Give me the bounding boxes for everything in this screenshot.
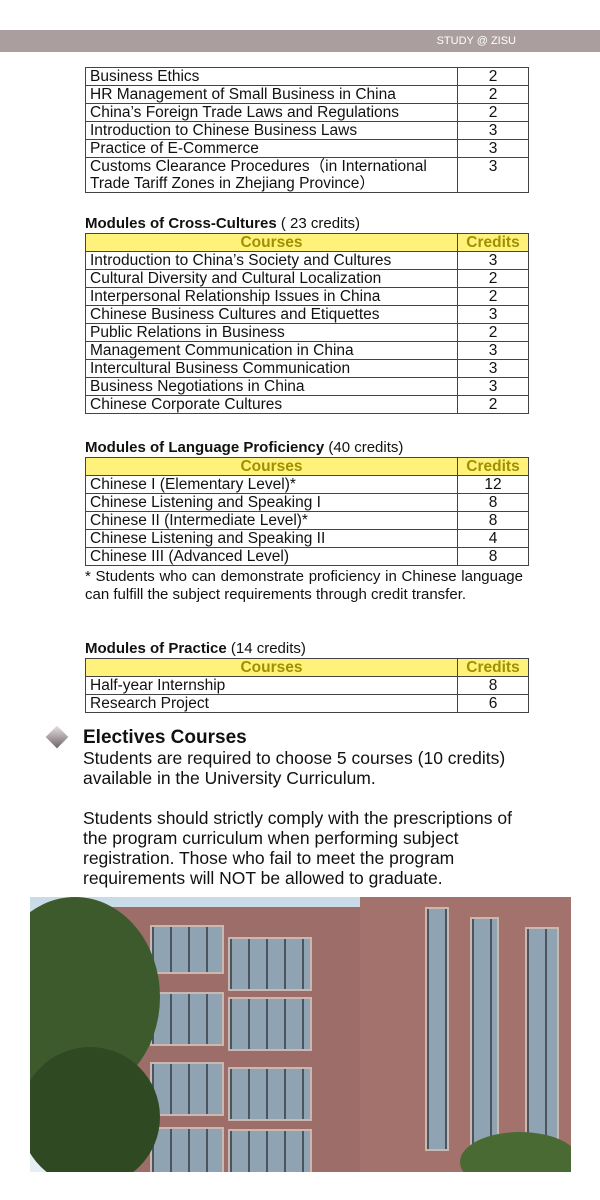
course-credits: 3 <box>457 305 529 324</box>
table-row: Intercultural Business Communication 3 <box>85 359 529 378</box>
header-label: STUDY @ ZISU <box>436 35 516 47</box>
course-name: Chinese Corporate Cultures <box>85 395 458 414</box>
course-name: Introduction to China’s Society and Cult… <box>85 251 458 270</box>
course-name: Chinese Listening and Speaking II <box>85 529 458 548</box>
table-row: HR Management of Small Business in China… <box>85 85 529 104</box>
business-courses-table: Business Ethics 2 HR Management of Small B… <box>85 67 529 193</box>
course-credits: 6 <box>457 694 529 713</box>
table-row: Chinese II (Intermediate Level)* 8 <box>85 511 529 530</box>
section-title: Modules of Cross-Cultures <box>85 215 277 232</box>
diamond-bullet-icon <box>45 725 69 749</box>
course-credits: 2 <box>457 85 529 104</box>
table-row: Interpersonal Relationship Issues in Chi… <box>85 287 529 306</box>
table-row: Business Negotiations in China 3 <box>85 377 529 396</box>
section-title: Modules of Practice <box>85 640 227 657</box>
language-title: Modules of Language Proficiency (40 cred… <box>85 439 403 456</box>
course-credits: 8 <box>457 547 529 566</box>
col-courses: Courses <box>85 233 458 252</box>
table-row: Cultural Diversity and Cultural Localiza… <box>85 269 529 288</box>
course-name: Chinese I (Elementary Level)* <box>85 475 458 494</box>
course-credits: 2 <box>457 323 529 342</box>
course-credits: 4 <box>457 529 529 548</box>
practice-title: Modules of Practice (14 credits) <box>85 640 306 657</box>
col-credits: Credits <box>457 233 529 252</box>
table-row: Research Project 6 <box>85 694 529 713</box>
course-name: Introduction to Chinese Business Laws <box>85 121 458 140</box>
course-credits: 2 <box>457 269 529 288</box>
col-courses: Courses <box>85 658 458 677</box>
course-name: Business Ethics <box>85 67 458 86</box>
table-row: Chinese Business Cultures and Etiquettes… <box>85 305 529 324</box>
course-credits: 2 <box>457 395 529 414</box>
cross-cultures-table: Courses Credits Introduction to China’s So… <box>85 233 529 414</box>
course-credits: 8 <box>457 493 529 512</box>
course-credits: 3 <box>457 341 529 360</box>
table-row: Practice of E-Commerce 3 <box>85 139 529 158</box>
course-credits: 8 <box>457 676 529 695</box>
table-row: Half-year Internship 8 <box>85 676 529 695</box>
course-name: China’s Foreign Trade Laws and Regulatio… <box>85 103 458 122</box>
table-row: Chinese Corporate Cultures 2 <box>85 395 529 414</box>
course-credits: 2 <box>457 103 529 122</box>
course-name: Half-year Internship <box>85 676 458 695</box>
table-header: Courses Credits <box>85 233 529 252</box>
practice-table: Courses Credits Half-year Internship 8 Resea… <box>85 658 529 713</box>
col-credits: Credits <box>457 457 529 476</box>
campus-building-photo <box>30 897 571 1172</box>
course-name: Chinese Listening and Speaking I <box>85 493 458 512</box>
table-row: Customs Clearance Procedures（in Internat… <box>85 157 529 193</box>
section-credits: (14 credits) <box>226 640 306 657</box>
cross-cultures-title: Modules of Cross-Cultures ( 23 credits) <box>85 215 360 232</box>
course-name: Management Communication in China <box>85 341 458 360</box>
course-credits: 2 <box>457 67 529 86</box>
table-row: Management Communication in China 3 <box>85 341 529 360</box>
table-row: Business Ethics 2 <box>85 67 529 86</box>
table-header: Courses Credits <box>85 658 529 677</box>
table-row: Chinese Listening and Speaking II 4 <box>85 529 529 548</box>
course-name: Business Negotiations in China <box>85 377 458 396</box>
electives-paragraph-2: Students should strictly comply with the… <box>83 808 512 888</box>
table-row: Introduction to Chinese Business Laws 3 <box>85 121 529 140</box>
course-name: Chinese Business Cultures and Etiquettes <box>85 305 458 324</box>
course-credits: 2 <box>457 287 529 306</box>
course-credits: 3 <box>457 121 529 140</box>
table-row: Chinese III (Advanced Level) 8 <box>85 547 529 566</box>
course-name: Interpersonal Relationship Issues in Chi… <box>85 287 458 306</box>
col-courses: Courses <box>85 457 458 476</box>
course-name: Cultural Diversity and Cultural Localiza… <box>85 269 458 288</box>
course-credits: 12 <box>457 475 529 494</box>
language-table: Courses Credits Chinese I (Elementary Leve… <box>85 457 529 566</box>
table-row: Public Relations in Business 2 <box>85 323 529 342</box>
electives-paragraph-1: Students are required to choose 5 course… <box>83 748 506 788</box>
course-name: HR Management of Small Business in China <box>85 85 458 104</box>
course-name: Chinese III (Advanced Level) <box>85 547 458 566</box>
table-row: Chinese I (Elementary Level)* 12 <box>85 475 529 494</box>
course-credits: 3 <box>457 157 529 193</box>
table-row: China’s Foreign Trade Laws and Regulatio… <box>85 103 529 122</box>
course-name: Intercultural Business Communication <box>85 359 458 378</box>
course-name: Research Project <box>85 694 458 713</box>
table-header: Courses Credits <box>85 457 529 476</box>
section-credits: (40 credits) <box>324 439 404 456</box>
section-credits: ( 23 credits) <box>276 215 361 232</box>
course-credits: 3 <box>457 139 529 158</box>
course-name: Public Relations in Business <box>85 323 458 342</box>
course-name: Customs Clearance Procedures（in Internat… <box>85 157 458 193</box>
col-credits: Credits <box>457 658 529 677</box>
section-title: Modules of Language Proficiency <box>85 439 325 456</box>
course-credits: 3 <box>457 377 529 396</box>
course-name: Practice of E-Commerce <box>85 139 458 158</box>
table-row: Introduction to China’s Society and Cult… <box>85 251 529 270</box>
course-credits: 3 <box>457 251 529 270</box>
electives-section: Electives Courses Students are required … <box>83 728 533 908</box>
course-name: Chinese II (Intermediate Level)* <box>85 511 458 530</box>
course-credits: 3 <box>457 359 529 378</box>
electives-title: Electives Courses <box>83 727 247 748</box>
header-band: STUDY @ ZISU <box>0 30 600 52</box>
language-note: * Students who can demonstrate proficien… <box>85 568 523 603</box>
course-credits: 8 <box>457 511 529 530</box>
